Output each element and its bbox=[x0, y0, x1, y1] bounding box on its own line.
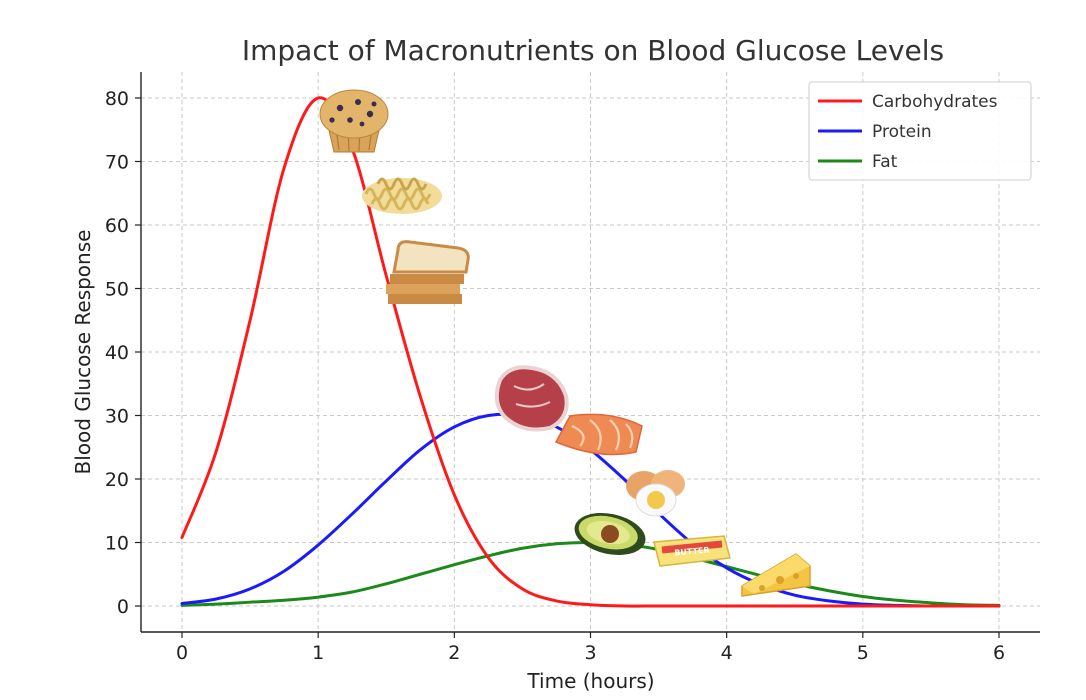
y-tick-label: 60 bbox=[105, 215, 129, 237]
salmon-icon bbox=[554, 413, 643, 456]
muffin-icon bbox=[319, 89, 389, 153]
avocado-icon bbox=[574, 513, 646, 555]
series-line-carbohydrates bbox=[180, 96, 1001, 608]
legend: Carbohydrates Protein Fat bbox=[808, 81, 1032, 181]
y-tick-label: 70 bbox=[105, 152, 129, 174]
y-tick-label: 50 bbox=[105, 279, 129, 301]
eggs-icon bbox=[626, 470, 685, 517]
x-tick-label: 1 bbox=[312, 642, 324, 664]
y-tick-label: 10 bbox=[105, 533, 129, 555]
x-tick-label: 5 bbox=[857, 642, 869, 664]
x-tick-label: 0 bbox=[176, 642, 188, 664]
legend-box bbox=[808, 81, 1032, 181]
bread-icon bbox=[386, 240, 470, 304]
x-axis-title: Time (hours) bbox=[526, 669, 654, 693]
y-axis-title: Blood Glucose Response bbox=[71, 230, 95, 475]
legend-label-fat: Fat bbox=[872, 152, 898, 172]
y-tick-label: 40 bbox=[105, 342, 129, 364]
x-axis-ticks: 0 1 2 3 4 5 6 bbox=[176, 632, 1005, 664]
x-tick-label: 4 bbox=[721, 642, 733, 664]
legend-label-carbohydrates: Carbohydrates bbox=[872, 92, 998, 112]
legend-label-protein: Protein bbox=[872, 122, 932, 142]
butter-icon: BUTTER bbox=[653, 535, 731, 567]
y-tick-label: 80 bbox=[105, 88, 129, 110]
y-tick-label: 0 bbox=[117, 596, 129, 618]
cheese-icon bbox=[741, 553, 811, 597]
pasta-icon bbox=[362, 177, 442, 214]
food-icons: BUTTER bbox=[319, 89, 811, 597]
x-tick-label: 2 bbox=[448, 642, 460, 664]
butter-label: BUTTER bbox=[674, 545, 710, 557]
y-axis-ticks: 0 10 20 30 40 50 60 70 80 bbox=[105, 88, 141, 618]
steak-icon bbox=[494, 365, 569, 432]
y-tick-label: 20 bbox=[105, 469, 129, 491]
y-tick-label: 30 bbox=[105, 406, 129, 428]
x-tick-label: 6 bbox=[993, 642, 1005, 664]
chart-title: Impact of Macronutrients on Blood Glucos… bbox=[242, 34, 944, 67]
x-tick-label: 3 bbox=[584, 642, 596, 664]
